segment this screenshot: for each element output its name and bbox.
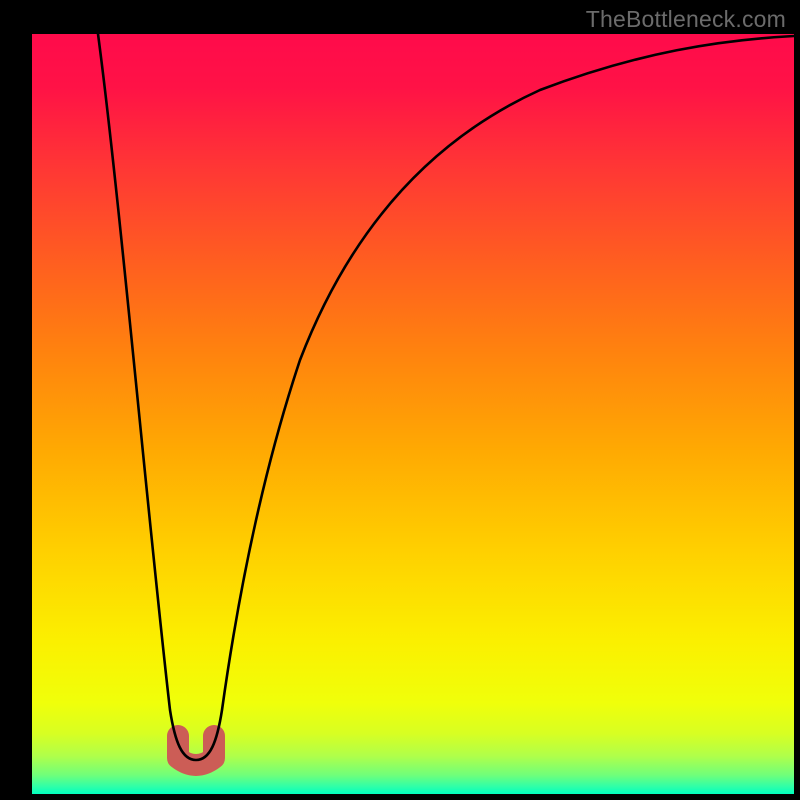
chart-frame: TheBottleneck.com (0, 0, 800, 800)
plot-area (32, 34, 794, 794)
curve-layer (32, 34, 794, 794)
bottleneck-curve (98, 34, 794, 760)
watermark-text: TheBottleneck.com (586, 6, 786, 33)
